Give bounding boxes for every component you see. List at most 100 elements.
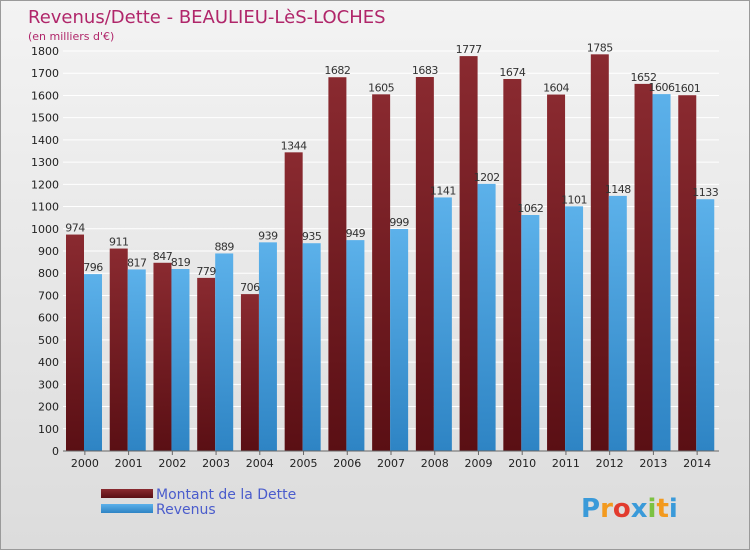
y-tick-label: 1100 (31, 201, 59, 214)
x-tick-label: 2013 (639, 457, 667, 470)
y-tick-label: 300 (38, 378, 59, 391)
data-label-dette-2005: 1344 (281, 139, 307, 152)
logo-letter-p: P (581, 494, 600, 524)
bar-dette-2004 (240, 294, 259, 451)
legend: Montant de la Dette Revenus (101, 487, 296, 518)
data-label-dette-2009: 1777 (456, 43, 482, 56)
proxiti-logo: Proxiti (581, 494, 678, 524)
x-tick-label: 2008 (421, 457, 449, 470)
data-label-revenus-2014: 1133 (692, 186, 718, 199)
bar-dette-2008 (415, 77, 434, 451)
bar-dette-2005 (284, 152, 303, 452)
x-tick-label: 2009 (464, 457, 492, 470)
legend-swatch-dette (101, 489, 153, 498)
bar-revenus-2012 (608, 195, 627, 451)
logo-letter-t: t (656, 494, 668, 524)
data-label-dette-2011: 1604 (543, 82, 569, 95)
x-tick-label: 2000 (71, 457, 99, 470)
y-tick-label: 600 (38, 312, 59, 325)
bar-revenus-2014 (696, 199, 715, 451)
bar-revenus-2007 (390, 229, 409, 451)
data-label-revenus-2006: 949 (346, 227, 366, 240)
data-label-dette-2010: 1674 (499, 66, 525, 79)
data-label-dette-2002: 847 (153, 250, 173, 263)
y-tick-label: 1400 (31, 134, 59, 147)
data-label-revenus-2012: 1148 (605, 183, 631, 196)
data-label-dette-2014: 1601 (674, 82, 700, 95)
x-tick-label: 2010 (508, 457, 536, 470)
x-axis-ticks: 2000 2001 2002 2003 2004 2005 2006 2007 2008 2009… (71, 451, 711, 470)
x-tick-label: 2005 (290, 457, 318, 470)
bar-revenus-2008 (433, 197, 452, 451)
y-tick-label: 700 (38, 289, 59, 302)
bar-dette-2007 (372, 94, 391, 451)
y-tick-label: 900 (38, 245, 59, 258)
bars (66, 54, 715, 452)
bar-dette-2010 (503, 79, 522, 451)
data-label-revenus-2013: 1606 (649, 81, 675, 94)
data-label-dette-2006: 1682 (324, 64, 350, 77)
data-label-dette-2012: 1785 (587, 41, 613, 54)
logo-letter-x: x (631, 494, 648, 524)
data-label-dette-2008: 1683 (412, 64, 438, 77)
bar-dette-2001 (109, 248, 128, 451)
legend-swatch-revenus (101, 504, 153, 513)
x-tick-label: 2004 (246, 457, 274, 470)
bar-dette-2011 (547, 94, 566, 452)
data-label-dette-2004: 706 (240, 281, 260, 294)
bar-dette-2013 (634, 83, 653, 451)
y-tick-label: 1200 (31, 178, 59, 191)
y-tick-label: 1500 (31, 112, 59, 125)
bar-dette-2002 (153, 262, 172, 451)
chart-title: Revenus/Dette - BEAULIEU-LèS-LOCHES (28, 7, 386, 28)
logo-letter-r: r (600, 494, 613, 524)
data-label-dette-2007: 1605 (368, 81, 394, 94)
data-label-revenus-2011: 1101 (561, 193, 587, 206)
data-label-revenus-2007: 999 (389, 216, 409, 229)
x-tick-label: 2002 (158, 457, 186, 470)
bar-revenus-2002 (171, 269, 190, 451)
data-label-revenus-2000: 796 (83, 261, 103, 274)
bar-dette-2000 (66, 234, 84, 451)
bar-revenus-2000 (84, 274, 102, 451)
bar-dette-2006 (328, 77, 347, 451)
y-tick-label: 0 (52, 445, 59, 458)
logo-letter-i2: i (669, 494, 678, 524)
x-tick-label: 2003 (202, 457, 230, 470)
bar-revenus-2001 (127, 269, 146, 451)
data-label-revenus-2003: 889 (214, 240, 234, 253)
y-tick-label: 1800 (31, 45, 59, 58)
data-label-dette-2003: 779 (196, 265, 216, 278)
chart-subtitle: (en milliers d'€) (28, 30, 114, 43)
data-label-revenus-2009: 1202 (474, 171, 500, 184)
x-tick-label: 2007 (377, 457, 405, 470)
legend-label-revenus: Revenus (156, 502, 216, 518)
logo-letter-i: i (648, 494, 657, 524)
x-tick-label: 2001 (115, 457, 143, 470)
data-label-revenus-2008: 1141 (430, 184, 456, 197)
y-tick-label: 1300 (31, 156, 59, 169)
y-tick-label: 100 (38, 423, 59, 436)
x-tick-label: 2006 (333, 457, 361, 470)
data-label-revenus-2010: 1062 (517, 202, 543, 215)
bar-revenus-2004 (258, 242, 277, 451)
y-tick-label: 800 (38, 267, 59, 280)
bar-revenus-2005 (302, 243, 321, 451)
data-label-dette-2001: 911 (109, 236, 129, 249)
bar-revenus-2006 (346, 240, 365, 451)
y-tick-label: 500 (38, 334, 59, 347)
y-axis-ticks: 0 100 200 300 400 500 600 700 800 900 1000 1100 1200… (31, 45, 59, 458)
logo-letter-o: o (613, 494, 631, 524)
bar-dette-2014 (678, 95, 697, 451)
y-tick-label: 1000 (31, 223, 59, 236)
y-tick-label: 200 (38, 401, 59, 414)
x-tick-label: 2014 (683, 457, 711, 470)
bar-dette-2009 (459, 56, 478, 451)
bar-revenus-2003 (215, 253, 234, 451)
data-label-dette-2013: 1652 (631, 71, 657, 84)
bar-revenus-2013 (652, 94, 671, 451)
data-label-dette-2000: 974 (65, 222, 85, 235)
data-label-revenus-2001: 817 (127, 256, 147, 269)
